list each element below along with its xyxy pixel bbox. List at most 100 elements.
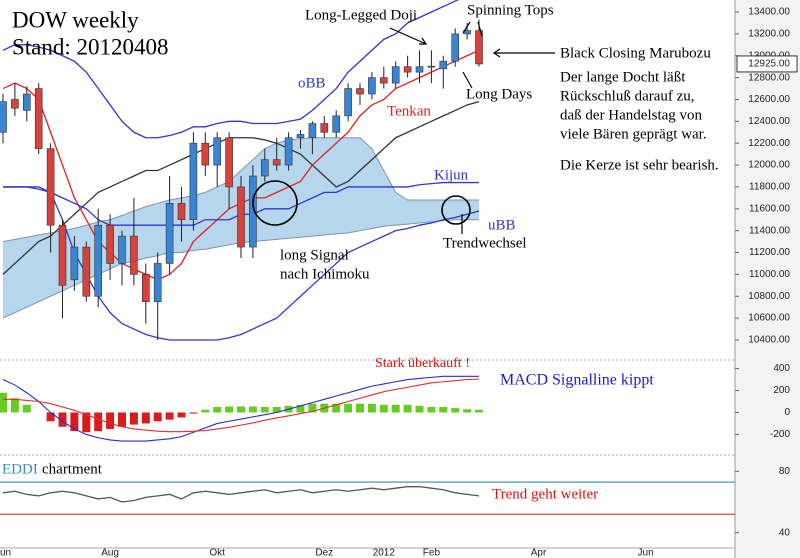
y-tick-label: 11000.00 bbox=[749, 269, 790, 280]
arrow bbox=[389, 27, 427, 45]
candle-body bbox=[142, 274, 150, 303]
histogram-bar bbox=[415, 405, 424, 413]
arrow bbox=[477, 21, 483, 37]
x-tick-label: Aug bbox=[101, 548, 119, 558]
x-tick-label: Feb bbox=[423, 548, 441, 558]
y-tick-label: 10800.00 bbox=[748, 291, 790, 302]
candle-body bbox=[82, 246, 91, 297]
histogram-bar bbox=[22, 404, 31, 413]
candle-body bbox=[165, 203, 174, 264]
candle-body bbox=[415, 66, 424, 73]
histogram-bar bbox=[272, 407, 281, 413]
candle-body bbox=[153, 263, 162, 303]
candle-body bbox=[237, 186, 245, 248]
histogram-bar bbox=[332, 403, 341, 413]
histogram-bar bbox=[82, 412, 91, 433]
candle-body bbox=[34, 88, 43, 149]
histogram-bar bbox=[153, 412, 162, 422]
indicator-line bbox=[2, 0, 460, 139]
candle-body bbox=[403, 66, 412, 73]
macd-line bbox=[3, 378, 480, 433]
histogram-bar bbox=[94, 412, 103, 432]
y-tick-label: -200 bbox=[770, 429, 790, 440]
candle-body bbox=[46, 148, 55, 226]
histogram-bar bbox=[403, 404, 412, 413]
candle-body bbox=[368, 77, 376, 95]
x-tick-label: Jun bbox=[0, 548, 11, 558]
candle-body bbox=[427, 65, 436, 68]
candle-body bbox=[296, 134, 305, 139]
histogram-bar bbox=[141, 412, 150, 424]
series-label: uBB bbox=[488, 217, 516, 233]
candle-body bbox=[260, 159, 269, 177]
histogram-bar bbox=[367, 403, 376, 413]
histogram-bar bbox=[379, 404, 388, 413]
histogram-bar bbox=[225, 406, 234, 413]
candle-body bbox=[94, 224, 102, 297]
histogram-bar bbox=[475, 409, 483, 413]
histogram-bar bbox=[201, 409, 210, 413]
candle-body bbox=[11, 99, 19, 109]
histogram-bar bbox=[0, 392, 7, 413]
histogram-bar bbox=[260, 407, 269, 413]
histogram-bar bbox=[165, 412, 174, 420]
histogram-bar bbox=[427, 407, 436, 413]
circle-marker bbox=[441, 195, 471, 225]
candle-body bbox=[451, 33, 460, 62]
annotation: viele Bären geprägt war. bbox=[560, 126, 707, 142]
annotation: Black Closing Marubozu bbox=[560, 45, 711, 61]
histogram-bar bbox=[356, 403, 364, 413]
annotation: daß der Handelstag von bbox=[560, 107, 703, 123]
arrow-head bbox=[492, 48, 501, 58]
histogram-bar bbox=[129, 412, 138, 425]
annotation: nach Ichimoku bbox=[280, 266, 370, 282]
annotation: Long-Legged Doji bbox=[305, 7, 417, 23]
candle-body bbox=[356, 88, 364, 95]
y-tick-label: 11600.00 bbox=[749, 203, 790, 214]
candle-body bbox=[332, 115, 341, 133]
histogram-bar bbox=[118, 412, 126, 427]
circle-marker bbox=[252, 180, 298, 226]
y-tick-label: 12000.00 bbox=[748, 160, 790, 171]
histogram-bar bbox=[70, 412, 79, 432]
y-tick-label: 0 bbox=[784, 407, 790, 418]
annotation: Der lange Docht läßt bbox=[560, 69, 686, 85]
histogram-bar bbox=[391, 404, 400, 413]
indicator-line bbox=[3, 186, 480, 341]
candle-body bbox=[308, 123, 317, 139]
candle-body bbox=[391, 66, 400, 84]
x-tick-label: Jun bbox=[638, 548, 654, 558]
histogram-bar bbox=[451, 408, 460, 413]
candle-body bbox=[320, 123, 329, 133]
annotation: chartment bbox=[42, 461, 103, 477]
histogram-bar bbox=[46, 412, 55, 422]
chart-subtitle: Stand: 20120408 bbox=[12, 34, 169, 59]
annotation: Stark überkauft ! bbox=[375, 356, 470, 371]
last-price-box bbox=[736, 55, 798, 73]
candle-body bbox=[225, 137, 233, 188]
chart-title: DOW weekly bbox=[12, 7, 139, 32]
y-tick-label: 200 bbox=[773, 385, 790, 396]
candle-body bbox=[189, 142, 198, 221]
y-tick-label: 13400.00 bbox=[748, 7, 790, 18]
y-tick-label: 80 bbox=[779, 466, 791, 477]
eddi-line bbox=[2, 486, 480, 503]
y-tick-label: 12800.00 bbox=[748, 72, 790, 83]
y-tick-label: 12600.00 bbox=[748, 94, 790, 105]
candle-body bbox=[201, 142, 210, 166]
candle-body bbox=[284, 137, 293, 166]
candle-body bbox=[70, 246, 79, 281]
candle-body bbox=[58, 224, 67, 286]
macd-line bbox=[2, 375, 479, 442]
span-a-line bbox=[2, 137, 479, 243]
histogram-bar bbox=[308, 403, 317, 413]
series-label: EDDI bbox=[2, 461, 38, 477]
annotation: Rückschluß darauf zu, bbox=[560, 88, 695, 104]
y-tick-label: 400 bbox=[773, 363, 790, 374]
annotation: Trendwechsel bbox=[443, 235, 527, 251]
histogram-bar bbox=[189, 412, 198, 414]
histogram-bar bbox=[439, 407, 448, 413]
annotation: Spinning Tops bbox=[467, 2, 554, 18]
histogram-bar bbox=[296, 404, 305, 413]
